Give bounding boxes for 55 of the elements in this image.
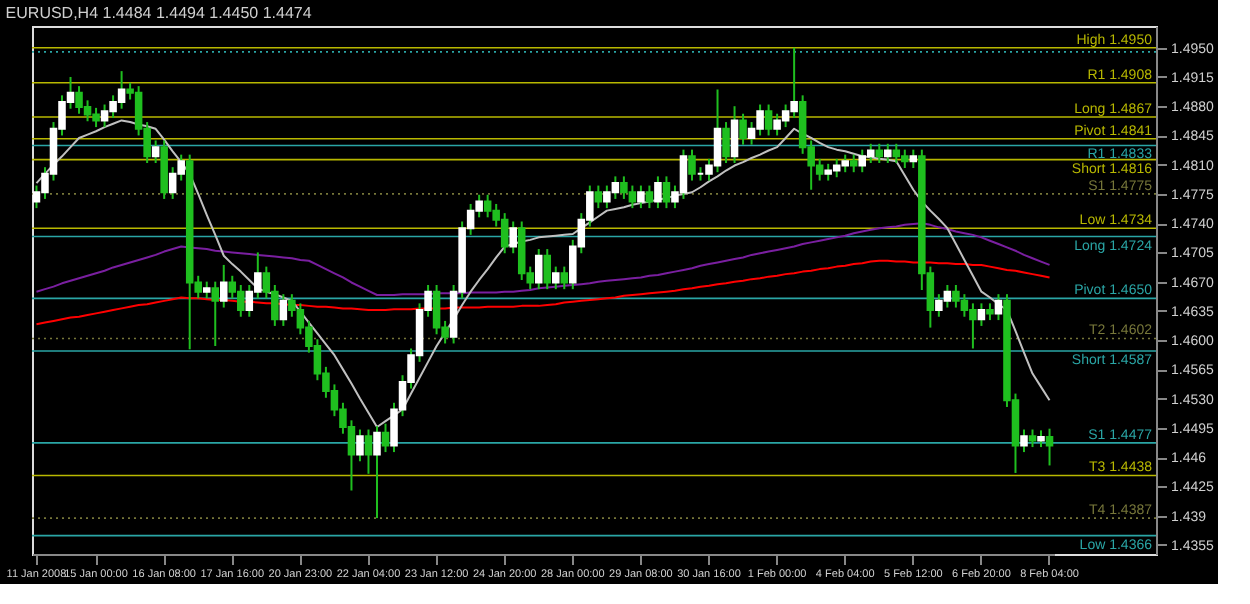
candlestick [628, 184, 637, 210]
candlestick [500, 212, 509, 255]
candlestick [160, 139, 168, 200]
candlestick [637, 184, 645, 210]
candlestick [483, 193, 492, 219]
candlestick [543, 248, 552, 291]
candlestick [858, 148, 867, 174]
candlestick [773, 112, 781, 137]
candlestick [969, 302, 977, 350]
candlestick [100, 103, 109, 129]
candlestick [875, 142, 884, 165]
candlestick [237, 283, 245, 318]
candlestick [211, 280, 220, 347]
candlestick [381, 422, 390, 454]
candlestick [219, 263, 228, 309]
candlestick [83, 99, 92, 123]
candlestick [75, 85, 83, 115]
candlestick [432, 283, 441, 336]
chart-title: EURUSD,H4 1.4484 1.4494 1.4450 1.4474 [5, 4, 313, 22]
candlestick [117, 70, 126, 110]
candlestick [279, 293, 288, 327]
candlestick [884, 142, 892, 165]
candlestick [739, 112, 747, 146]
candlestick [560, 265, 569, 291]
candlestick [594, 184, 603, 210]
candlestick [603, 184, 611, 210]
candlestick [943, 283, 952, 309]
candlestick [832, 157, 841, 179]
candlestick [722, 121, 730, 165]
candlestick [952, 283, 960, 309]
candlestick [654, 175, 662, 210]
candlestick [364, 428, 373, 475]
candlestick [645, 184, 654, 210]
candlestick [764, 103, 773, 137]
candlestick [960, 293, 969, 318]
candlestick [756, 103, 764, 137]
candlestick [866, 142, 875, 165]
candlestick [620, 175, 628, 200]
candlestick [688, 148, 696, 182]
candlestick [109, 94, 117, 119]
candlestick [517, 220, 526, 281]
candlestick [662, 175, 671, 210]
candlestick [892, 142, 901, 165]
candlestick [356, 428, 364, 463]
candlestick [92, 106, 100, 129]
candlestick [901, 148, 909, 170]
candlestick [373, 425, 381, 520]
candlestick [730, 105, 739, 165]
candlestick [713, 88, 722, 174]
candlestick [611, 175, 620, 200]
candlestick [534, 248, 543, 291]
candlestick [977, 302, 986, 327]
candlestick [679, 148, 688, 200]
candlestick [781, 103, 790, 129]
candlestick [1045, 427, 1054, 467]
